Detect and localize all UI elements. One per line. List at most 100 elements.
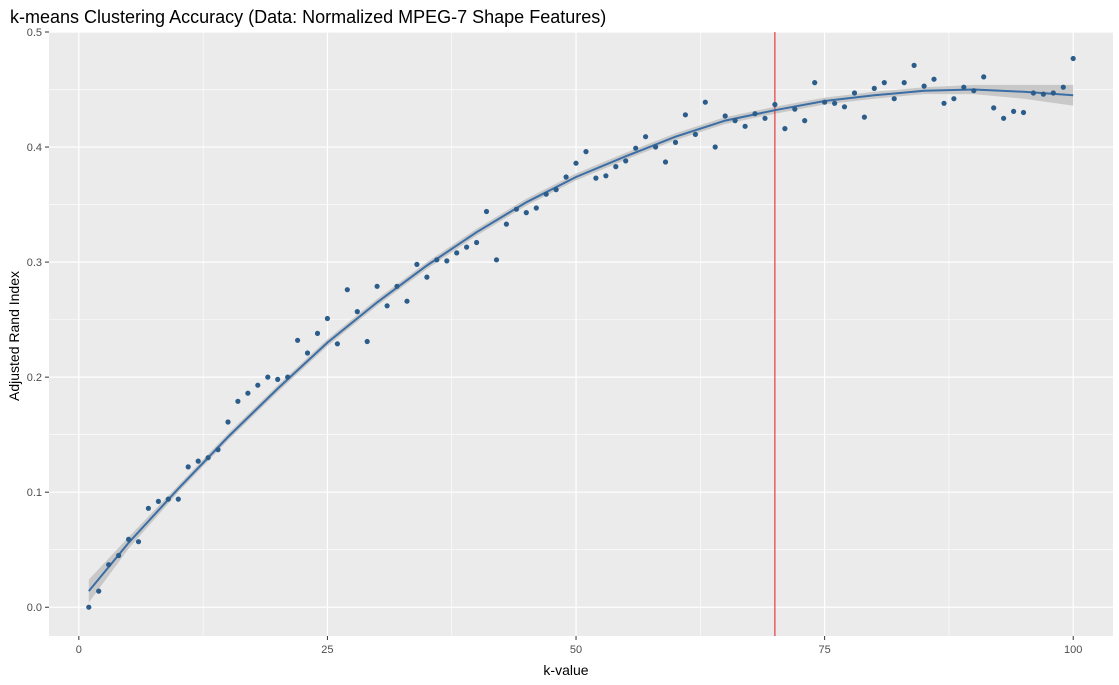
data-point (722, 113, 728, 119)
x-tick-label: 75 (819, 644, 831, 656)
data-point (822, 99, 828, 105)
data-point (384, 303, 390, 309)
data-point (285, 374, 291, 380)
data-point (434, 257, 440, 263)
data-point (175, 496, 181, 502)
data-point (225, 419, 231, 425)
data-point (623, 158, 629, 164)
data-point (871, 85, 877, 91)
data-point (772, 101, 778, 108)
data-point (832, 100, 838, 106)
data-point (334, 341, 340, 347)
data-point (583, 149, 589, 155)
data-point (116, 552, 122, 559)
data-point (503, 221, 509, 227)
data-point (424, 274, 430, 280)
data-point (155, 498, 161, 504)
data-point (513, 206, 520, 212)
data-point (344, 287, 350, 293)
y-tick-label: 0.5 (27, 27, 42, 39)
data-point (474, 239, 480, 246)
data-point (752, 111, 758, 117)
data-point (742, 123, 748, 129)
y-axis-ticks: 0.0 0.1 0.2 0.3 0.4 0.5 (27, 27, 49, 614)
data-point (255, 382, 261, 388)
data-point (692, 131, 699, 137)
data-point (165, 496, 171, 502)
data-point (603, 173, 609, 179)
smooth-line (88, 88, 1074, 592)
data-point (126, 536, 132, 543)
data-point (523, 210, 529, 216)
data-point (275, 376, 281, 382)
data-point (106, 562, 112, 568)
x-axis-title: k-value (543, 662, 588, 678)
data-point (1030, 90, 1036, 96)
data-point (185, 464, 191, 470)
chart-title: k-means Clustering Accuracy (Data: Norma… (10, 7, 606, 27)
data-point (543, 191, 549, 197)
data-point (613, 164, 619, 170)
data-point (891, 96, 897, 102)
data-point (145, 505, 151, 511)
data-point (633, 145, 639, 151)
data-point (454, 250, 460, 256)
data-point (1020, 109, 1027, 116)
data-point (364, 338, 370, 345)
data-point (732, 118, 738, 124)
data-point (235, 398, 241, 404)
data-point (265, 374, 271, 380)
data-point (483, 208, 490, 215)
data-point (464, 244, 470, 250)
plot-panel (49, 32, 1113, 636)
data-point (861, 114, 868, 120)
data-point (951, 96, 957, 102)
data-point (682, 112, 689, 118)
data-point (653, 144, 659, 150)
data-point (563, 174, 569, 180)
data-point (1001, 115, 1007, 121)
x-tick-label: 25 (321, 644, 333, 656)
data-point (324, 315, 330, 322)
data-point (961, 84, 967, 90)
data-point (851, 90, 858, 96)
data-point (981, 74, 987, 80)
x-tick-label: 0 (76, 644, 82, 656)
data-point (205, 455, 211, 461)
data-point (553, 187, 559, 193)
smooth-curve (88, 88, 1074, 592)
data-point (195, 458, 201, 464)
data-point (812, 80, 818, 86)
data-point (444, 258, 450, 264)
y-tick-label: 0.1 (27, 487, 42, 499)
x-tick-label: 100 (1064, 644, 1082, 656)
data-point (911, 62, 917, 68)
data-point (493, 257, 500, 263)
data-point (1070, 55, 1076, 62)
data-point (941, 100, 947, 106)
data-point (643, 134, 649, 140)
data-point (96, 588, 102, 594)
x-axis-ticks: 0 25 50 75 100 (76, 636, 1082, 656)
data-point (314, 330, 321, 336)
y-tick-label: 0.4 (27, 142, 42, 154)
data-point (135, 539, 142, 545)
data-point (374, 283, 380, 289)
y-tick-label: 0.3 (27, 257, 42, 269)
data-point (991, 105, 997, 111)
data-point (792, 106, 798, 112)
data-point (662, 159, 669, 165)
data-point (245, 390, 251, 396)
data-point (394, 283, 400, 289)
data-point (802, 118, 808, 124)
data-point (1060, 84, 1066, 90)
data-point (881, 80, 887, 86)
data-point (712, 144, 718, 150)
data-point (295, 337, 301, 343)
data-point (672, 139, 679, 145)
data-point (354, 309, 360, 315)
data-point (971, 88, 977, 94)
data-point (304, 350, 311, 356)
data-point (702, 99, 708, 105)
